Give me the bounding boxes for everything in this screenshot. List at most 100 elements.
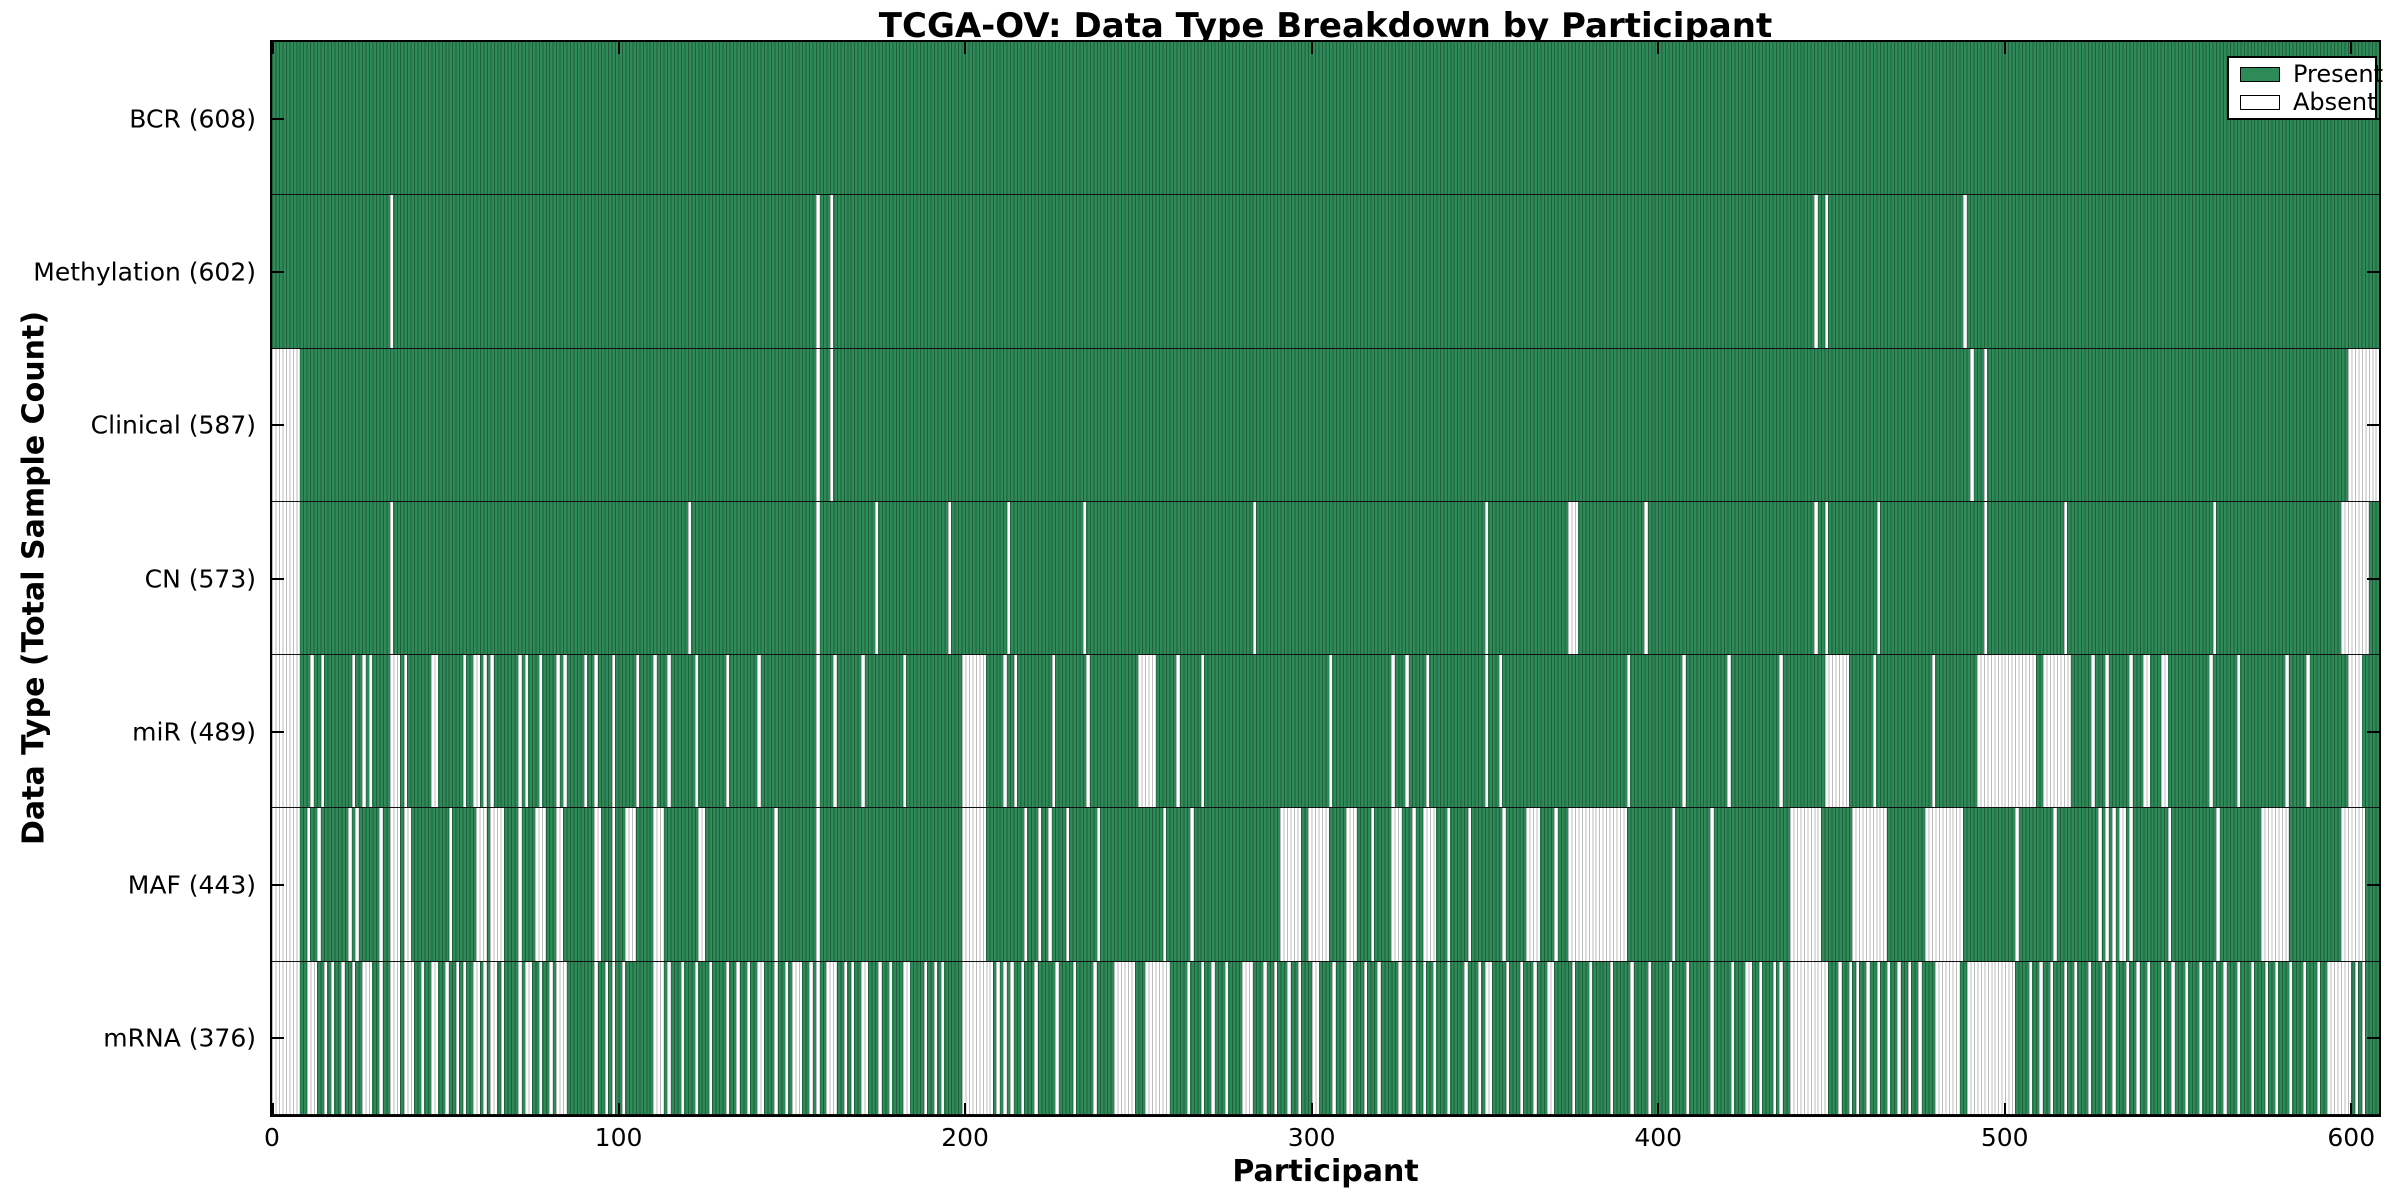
absent-run (1568, 808, 1627, 961)
absent-run (403, 808, 411, 961)
absent-run (1484, 501, 1489, 655)
absent-run (2340, 501, 2369, 655)
absent-run (888, 961, 893, 1114)
xtick-label-300: 300 (1287, 1123, 1336, 1152)
absent-run (1464, 961, 1468, 1114)
absent-run (2171, 961, 2175, 1114)
absent-run (1848, 961, 1853, 1114)
x-tick-mark (2350, 42, 2353, 54)
absent-run (2250, 961, 2255, 1114)
absent-run (1644, 501, 1648, 655)
absent-run (680, 961, 685, 1114)
absent-run (1242, 961, 1253, 1114)
absent-run (1446, 808, 1451, 961)
absent-run (538, 961, 543, 1114)
absent-run (483, 961, 487, 1114)
absent-run (549, 961, 553, 1114)
absent-run (472, 655, 480, 808)
absent-run (556, 961, 567, 1114)
absent-run (1554, 808, 1558, 961)
absent-run (625, 808, 636, 961)
absent-run (500, 961, 505, 1114)
absent-run (2212, 961, 2217, 1114)
absent-run (1162, 808, 1167, 961)
absent-run (1422, 961, 1426, 1114)
absent-run (563, 655, 567, 808)
x-tick-mark (2350, 1103, 2353, 1115)
absent-run (323, 961, 328, 1114)
absent-run (556, 808, 564, 961)
absent-run (351, 655, 356, 808)
absent-run (961, 961, 993, 1114)
x-tick-mark (1657, 1103, 1660, 1115)
absent-run (2105, 655, 2109, 808)
legend: Present Absent (2227, 56, 2383, 120)
x-tick-mark (617, 42, 620, 54)
absent-run (490, 961, 498, 1114)
absent-run (1346, 808, 1357, 961)
absent-run (369, 655, 373, 808)
x-tick-mark (617, 1103, 620, 1115)
absent-run (1425, 655, 1430, 808)
absent-run (2327, 961, 2352, 1114)
legend-entry-present: Present (2229, 62, 2383, 86)
absent-swatch (2240, 94, 2280, 110)
absent-run (809, 961, 813, 1114)
absent-run (694, 655, 699, 808)
absent-run (2091, 655, 2095, 808)
absent-run (611, 808, 616, 961)
absent-run (310, 655, 314, 808)
absent-run (1685, 961, 1690, 1114)
absent-run (791, 961, 803, 1114)
absent-run (698, 808, 706, 961)
absent-run (1668, 961, 1673, 1114)
absent-run (1412, 961, 1416, 1114)
absent-run (403, 961, 415, 1114)
xtick-label-0: 0 (264, 1123, 280, 1152)
absent-run (2212, 501, 2217, 655)
absent-run (2275, 961, 2279, 1114)
absent-run (518, 961, 522, 1114)
absent-run (1866, 961, 1870, 1114)
absent-run (2129, 655, 2133, 808)
y-tick-mark (2367, 270, 2379, 273)
legend-entry-absent: Absent (2229, 90, 2377, 114)
absent-run (829, 348, 834, 501)
absent-run (583, 655, 588, 808)
absent-run (445, 961, 449, 1114)
absent-run (1273, 961, 1277, 1114)
absent-run (784, 961, 789, 1114)
absent-run (1498, 655, 1503, 808)
absent-run (389, 961, 401, 1114)
absent-run (389, 655, 401, 808)
absent-run (2105, 808, 2109, 961)
absent-run (1547, 961, 1555, 1114)
absent-run (2316, 961, 2321, 1114)
row-mRNA (272, 961, 2379, 1115)
absent-run (1983, 501, 1988, 655)
absent-run (1609, 961, 1614, 1114)
absent-run (725, 961, 730, 1114)
absent-run (2146, 961, 2151, 1114)
absent-run (1391, 655, 1395, 808)
absent-run (667, 961, 671, 1114)
absent-run (833, 655, 837, 808)
absent-run (947, 501, 952, 655)
row-CN (272, 501, 2379, 656)
row-miR (272, 655, 2379, 809)
absent-run (1502, 808, 1506, 961)
ytick-label-CN: CN (573) (144, 564, 256, 593)
absent-run (389, 808, 401, 961)
absent-run (816, 348, 820, 501)
plot-area (270, 40, 2381, 1117)
absent-run (2184, 961, 2189, 1114)
present-swatch (2240, 66, 2280, 82)
y-tick-mark (2367, 1037, 2379, 1040)
absent-run (826, 961, 837, 1114)
absent-run (1398, 961, 1402, 1114)
absent-run (1200, 655, 1205, 808)
absent-run (1020, 961, 1024, 1114)
absent-run (1006, 501, 1011, 655)
ytick-label-Clinical: Clinical (587) (90, 410, 256, 440)
absent-run (1280, 808, 1302, 961)
